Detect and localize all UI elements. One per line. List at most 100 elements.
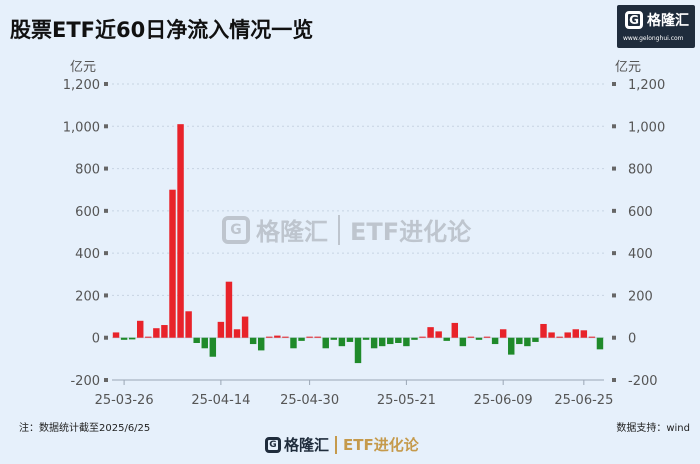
y-tick-left: 400: [75, 247, 100, 262]
bar: [322, 337, 329, 349]
bottom-sub-brand: ETF进化论: [343, 436, 419, 454]
y-tick-right: 1,200: [628, 78, 665, 93]
y-tick-mark-left: [104, 124, 108, 129]
x-tick-label: 25-04-14: [191, 393, 250, 408]
y-tick-left: 600: [75, 205, 100, 220]
bar: [524, 337, 531, 347]
bar: [120, 337, 128, 340]
bar: [274, 335, 281, 338]
bottom-brand-name: 格隆汇: [284, 436, 330, 454]
y-tick-left: 0: [92, 332, 100, 347]
bar: [161, 325, 168, 338]
y-tick-mark-right: [612, 166, 616, 171]
bar: [556, 336, 563, 338]
y-tick-mark-left: [104, 251, 108, 256]
bar: [354, 337, 362, 364]
bar: [266, 336, 273, 338]
bar: [257, 337, 265, 351]
x-tick-label: 25-06-25: [554, 393, 613, 408]
bar: [427, 327, 434, 338]
y-tick-right: 800: [628, 163, 653, 178]
bar: [145, 336, 152, 338]
y-tick-left: 1,200: [63, 78, 100, 93]
bar: [314, 336, 321, 338]
bar: [516, 337, 523, 345]
y-tick-left: 1,000: [63, 120, 100, 135]
bar: [572, 329, 579, 338]
bar: [362, 337, 370, 340]
bar: [201, 337, 208, 349]
y-tick-mark-right: [612, 124, 616, 129]
bar: [443, 337, 450, 341]
bar: [508, 337, 515, 355]
y-tick-left: -200: [70, 374, 100, 389]
bar: [241, 316, 249, 338]
bar: [306, 336, 313, 338]
y-unit-left: 亿元: [70, 60, 96, 75]
bar: [403, 337, 410, 347]
brand-url: www.gelonghui.com: [623, 35, 684, 42]
y-tick-left: 800: [75, 163, 100, 178]
bar: [588, 336, 596, 338]
y-tick-mark-left: [104, 82, 108, 86]
bar: [330, 337, 338, 340]
watermark-divider: [338, 214, 340, 245]
bar: [298, 337, 305, 341]
bar: [169, 189, 176, 338]
footnote: 注：数据统计截至2025/6/25: [19, 423, 151, 434]
bar: [233, 329, 241, 338]
y-tick-right: 0: [628, 332, 636, 347]
watermark-g-icon: G: [222, 215, 250, 244]
y-tick-right: -200: [628, 374, 658, 389]
y-tick-mark-right: [612, 335, 616, 340]
bar: [346, 337, 354, 342]
y-tick-mark-left: [104, 208, 108, 213]
y-tick-right: 1,000: [628, 120, 665, 135]
watermark-brand-name: 格隆汇: [256, 218, 328, 246]
page-title: 股票ETF近60日净流入情况一览: [10, 18, 314, 42]
y-tick-right: 600: [628, 205, 653, 220]
x-tick-label: 25-04-30: [280, 393, 339, 408]
x-tick-label: 25-05-21: [377, 393, 436, 408]
y-tick-mark-right: [612, 82, 616, 86]
bar: [153, 328, 160, 338]
bar: [451, 322, 459, 338]
bar: [540, 323, 547, 338]
bar: [290, 337, 297, 349]
bar: [475, 337, 483, 340]
bar: [419, 336, 426, 338]
bar: [435, 331, 442, 338]
bar: [209, 337, 217, 357]
y-tick-mark-left: [104, 166, 108, 171]
bar: [499, 329, 507, 338]
bar: [467, 336, 475, 338]
x-tick-label: 25-03-26: [95, 393, 154, 408]
bar: [395, 337, 402, 343]
bottom-g-icon: G: [265, 436, 281, 453]
y-tick-right: 200: [628, 289, 653, 304]
axis-layer: -200 -200 0 0 200 200 400 400 600 600 800 800 1,000 1…: [63, 60, 665, 408]
y-tick-right: 400: [628, 247, 653, 262]
bar: [225, 281, 233, 338]
bottom-divider: [335, 435, 338, 454]
y-tick-mark-right: [612, 378, 616, 382]
bar: [411, 337, 418, 340]
bar: [193, 337, 200, 343]
y-tick-left: 200: [75, 289, 100, 304]
bar: [532, 337, 539, 342]
y-tick-mark-right: [612, 251, 616, 256]
y-tick-mark-left: [104, 378, 108, 382]
bar-layer: [112, 124, 604, 364]
bar: [177, 124, 184, 338]
bar: [387, 337, 394, 345]
bar: [185, 311, 192, 338]
watermark-sub-brand: ETF进化论: [350, 218, 472, 246]
bar: [282, 336, 289, 338]
bar: [548, 332, 555, 338]
data-source: 数据支持：wind: [616, 423, 690, 434]
bar: [128, 337, 136, 340]
y-tick-mark-right: [612, 293, 616, 298]
bar: [491, 337, 499, 345]
watermark: G 格隆汇 ETF进化论: [222, 212, 471, 247]
